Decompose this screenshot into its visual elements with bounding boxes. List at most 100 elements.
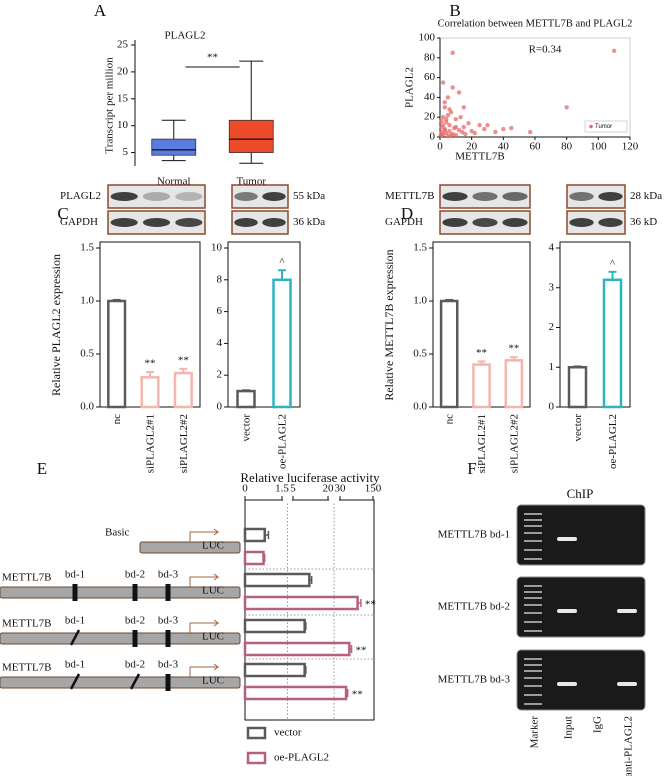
- scatter-point: [509, 125, 514, 131]
- y-tick-label: 1.5: [413, 242, 427, 254]
- promoter-arrow: [189, 528, 220, 542]
- ladder-band: [524, 658, 542, 660]
- blot-band: [472, 192, 498, 201]
- y-tick-label: 0.0: [80, 401, 94, 413]
- scatter-point: [528, 129, 533, 135]
- construct-label: METTL7B: [2, 662, 52, 674]
- blot-size-label: 28 kDa: [630, 190, 662, 202]
- blot-strip: [566, 184, 626, 209]
- construct-label: Basic: [105, 527, 130, 539]
- bar: [567, 366, 588, 409]
- y-tick-label: 2: [549, 321, 555, 333]
- lane-label: anti-PLAGL2: [623, 716, 635, 776]
- scatter-point: [463, 131, 468, 137]
- bar: [243, 662, 306, 678]
- y-tick-label: 4: [217, 337, 223, 349]
- x-tick-label: 1.5: [275, 483, 289, 495]
- scatter-point: [447, 122, 452, 128]
- scatter-point: [564, 105, 569, 110]
- promoter-arrow: [189, 663, 220, 677]
- y-tick-label: 10: [117, 119, 129, 131]
- bar: [272, 278, 292, 409]
- binding-site-label: bd-3: [158, 569, 179, 581]
- plot-frame: [227, 241, 301, 408]
- scatter-point: [482, 126, 487, 132]
- x-tick-label: oe-PLAGL2: [277, 414, 289, 469]
- box: [228, 119, 274, 153]
- binding-site-label: bd-2: [125, 659, 145, 671]
- construct-bar: [0, 632, 241, 645]
- ladder-band: [524, 670, 542, 672]
- gel-band: [557, 537, 577, 541]
- blot-band: [262, 218, 286, 227]
- construct-label: METTL7B: [2, 572, 52, 584]
- ladder-band: [524, 585, 542, 587]
- y-tick-label: 0: [430, 131, 436, 143]
- scatter-point: [456, 127, 462, 133]
- binding-site: [132, 584, 138, 601]
- ladder-band: [524, 540, 542, 542]
- mutated-site: [129, 673, 141, 690]
- scatter-point: [440, 122, 446, 128]
- scatter-point: [485, 122, 490, 128]
- blot-band: [598, 218, 623, 227]
- blot-row-label: GAPDH: [385, 216, 423, 228]
- y-tick-label: 60: [424, 71, 436, 83]
- scatter-point: [442, 100, 447, 105]
- blot-row-label: PLAGL2: [60, 190, 101, 202]
- bar: [243, 572, 311, 588]
- binding-site-label: bd-3: [158, 615, 179, 627]
- axis-gap: [329, 498, 339, 502]
- legend-label: Tumor: [595, 124, 612, 130]
- x-tick-label: nc: [111, 414, 123, 425]
- binding-site: [132, 630, 138, 647]
- ladder-band: [524, 677, 542, 679]
- gel-band: [617, 609, 637, 613]
- scatter-point: [456, 90, 462, 95]
- blot-band: [234, 218, 258, 227]
- reporter-label: LUC: [202, 675, 224, 687]
- blot-band: [142, 192, 171, 201]
- y-tick-label: 0: [217, 401, 223, 413]
- bar: [243, 550, 265, 566]
- blot-strip: [107, 184, 206, 209]
- scatter-point: [440, 80, 446, 85]
- construct-bar: [139, 541, 241, 554]
- bar-annotation: **: [178, 354, 189, 366]
- scatter-point: [447, 107, 452, 112]
- scatter-point: [445, 95, 451, 100]
- ladder-band: [524, 604, 542, 606]
- scatter-point: [493, 129, 498, 135]
- blot-band: [262, 192, 286, 201]
- construct-bar: [0, 676, 241, 689]
- y-axis-label: Relative METTL7B expression: [382, 249, 396, 400]
- x-tick-label: vector: [572, 414, 584, 442]
- y-tick-label: 6: [217, 305, 223, 317]
- scatter-point: [458, 115, 463, 120]
- binding-site: [165, 674, 171, 691]
- blot-band: [569, 192, 594, 201]
- y-tick-label: 1.5: [80, 242, 94, 254]
- ladder-band: [524, 549, 542, 551]
- x-tick-label: 60: [530, 141, 542, 153]
- gel-row-label: METTL7B bd-2: [438, 601, 510, 613]
- ladder-band: [524, 703, 542, 705]
- promoter-arrow: [189, 573, 220, 587]
- scatter-point: [472, 130, 478, 136]
- binding-site: [165, 584, 171, 601]
- blot-row-label: GAPDH: [60, 216, 98, 228]
- reporter-label: LUC: [202, 585, 224, 597]
- bar: [173, 371, 193, 409]
- bar: [243, 685, 348, 701]
- blot-band: [569, 218, 594, 227]
- scatter-point: [439, 118, 444, 124]
- legend-marker: [246, 726, 267, 740]
- blot-size-label: 36 kDa: [293, 216, 325, 228]
- blot-band: [234, 192, 258, 201]
- annotation: **: [207, 52, 218, 64]
- scatter-point: [442, 127, 447, 133]
- blot-strip: [231, 184, 289, 209]
- scatter-point: [453, 124, 459, 130]
- bar-annotation: **: [365, 599, 376, 611]
